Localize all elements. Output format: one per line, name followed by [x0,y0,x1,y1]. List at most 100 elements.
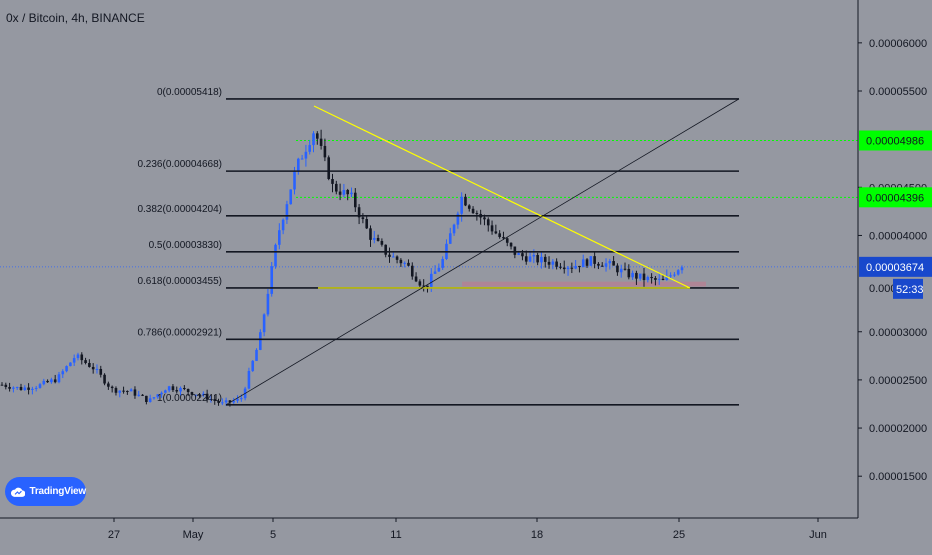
candle-body [456,213,460,225]
candle-body [676,270,680,275]
candle-body [566,267,570,270]
current-price-tag-bg [859,256,932,277]
candle-body [205,393,209,400]
candle-body [471,208,475,214]
candle-body [593,256,596,264]
candle-body [418,281,422,286]
y-tick-label: 0.00003000 [869,327,927,339]
candle-body [365,219,368,229]
x-tick-label: 5 [270,529,276,541]
green-price-tag-bg [859,187,932,208]
candle-body [528,256,532,262]
candle-body [502,236,505,239]
candle-body [669,275,672,277]
candle-body [88,362,91,367]
candle-body [407,262,410,266]
candle-body [122,390,125,392]
candle-body [285,204,289,220]
candle-body [638,273,642,279]
candle-body [297,158,300,171]
candle-body [384,244,387,255]
candle-body [0,384,4,386]
candle-body [372,237,376,240]
fib-level-label: 0(0.00005418) [157,87,222,98]
candle-body [627,268,631,278]
candle-body [494,231,498,234]
candle-body [475,213,479,215]
y-tick-label: 0.00002500 [869,375,927,387]
candle-body [426,285,429,287]
candle-body [441,258,444,268]
candle-body [167,386,171,391]
y-tick-label: 0.00004000 [869,230,927,242]
candle-body [448,233,452,244]
candle-body [76,354,80,359]
candle-body [353,192,357,208]
current-price-tag-text: 0.00003674 [866,262,924,274]
fib-level-label: 1(0.00002241) [157,393,222,404]
candle-body [578,265,581,268]
candle-body [61,371,65,375]
candle-body [129,389,133,392]
candle-body [42,380,46,385]
candle-body [532,255,536,257]
candle-body [391,256,395,258]
candle-body [217,400,220,403]
candle-body [293,170,296,190]
candle-body [232,400,236,403]
fib-retracement[interactable]: 0(0.00005418) 0.236(0.00004668) 0.382(0.00… [137,87,739,406]
candle-body [266,293,270,315]
candle-body [240,398,243,400]
candle-body [581,259,585,268]
drawings[interactable] [225,98,740,406]
candle-body [369,228,372,240]
candle-body [422,285,425,287]
candle-body [433,271,437,274]
fib-diagonal-line [225,98,740,406]
candle-body [148,398,152,402]
y-tick-label: 0.00002000 [869,423,927,435]
candle-body [604,263,608,267]
candle-body [209,399,213,401]
candle-body [50,379,53,383]
candle-body [460,196,463,214]
candle-body [236,398,239,401]
candle-body [198,394,201,396]
green-price-tag-text: 0.00004396 [866,192,924,204]
candle-body [8,387,11,389]
candle-body [160,392,163,395]
x-tick-label: Jun [809,529,827,541]
candle-body [623,268,627,270]
candle-body [110,386,114,389]
candle-body [570,267,574,269]
candles[interactable] [0,129,684,407]
candle-body [183,388,186,390]
candle-body [646,276,650,281]
tradingview-logo[interactable]: TradingView [5,477,86,506]
candle-body [31,388,34,390]
candle-body [133,389,137,396]
candle-body [464,196,467,206]
candle-body [498,233,501,237]
candle-body [179,388,182,392]
current-price-line [0,139,858,268]
candle-body [331,179,334,184]
candle-body [262,314,266,333]
candle-body [673,274,676,276]
green-price-tag-bg [859,130,932,151]
candle-body [224,400,228,403]
candle-body [247,370,251,389]
logo-text: TradingView [29,486,86,497]
candle-body [661,278,665,280]
candle-body [202,393,205,396]
support-zone [462,281,706,287]
candle-body [509,242,513,247]
candle-body [486,219,490,226]
candle-body [274,244,277,267]
candle-body [642,273,646,281]
candle-body [612,261,615,266]
candle-body [589,256,593,266]
candle-body [597,263,600,266]
